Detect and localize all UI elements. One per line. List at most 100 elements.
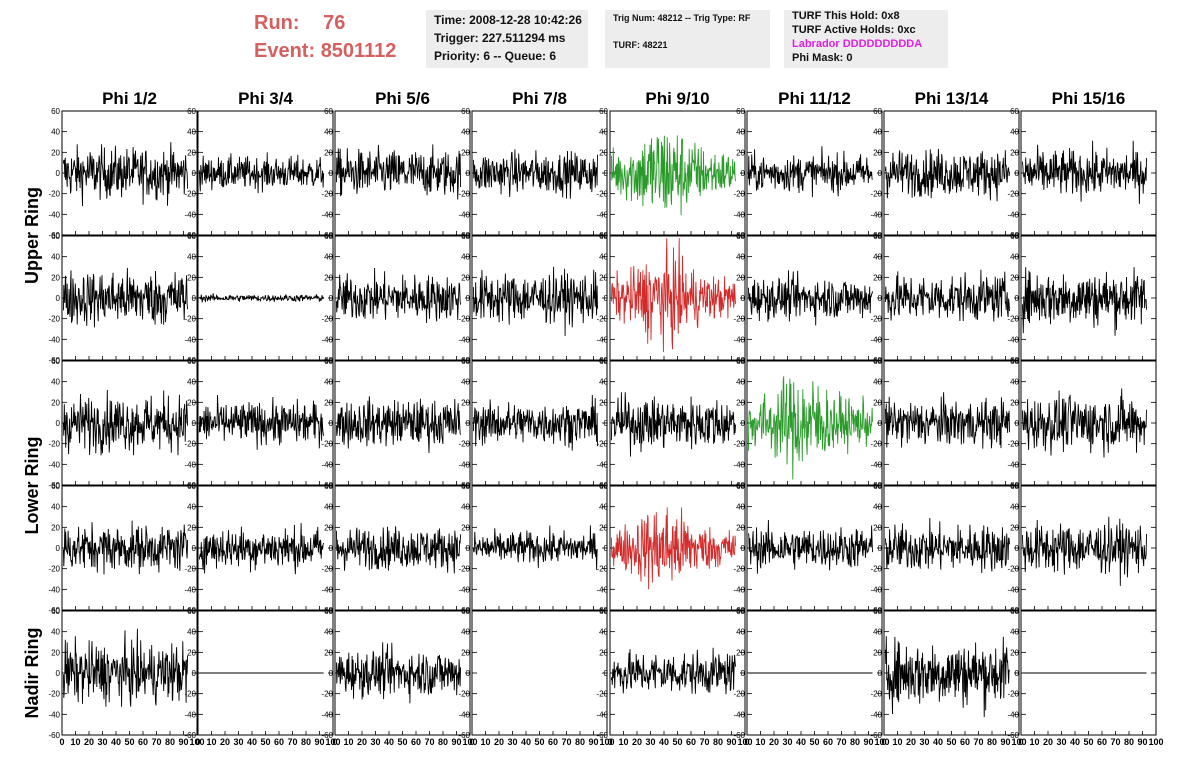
y-tick-label: 20 [1010, 648, 1019, 657]
waveform-trace [1021, 140, 1147, 204]
x-tick-label: 50 [672, 737, 682, 747]
y-tick-label: 20 [461, 648, 470, 657]
y-tick-label: -40 [184, 460, 196, 469]
x-tick-label: 10 [206, 737, 216, 747]
run-value: 76 [323, 12, 346, 34]
x-tick-label: 40 [1070, 737, 1080, 747]
x-tick-label: 50 [397, 737, 407, 747]
y-tick-label: 20 [51, 523, 60, 532]
y-tick-label: -40 [596, 210, 608, 219]
x-tick-label: 90 [588, 737, 598, 747]
y-tick-label: -40 [870, 210, 882, 219]
y-tick-label: -40 [48, 710, 60, 719]
y-tick-label: -40 [184, 710, 196, 719]
y-tick-label: 0 [192, 544, 197, 553]
y-tick-label: 40 [1010, 628, 1019, 637]
y-tick-label: -20 [870, 440, 882, 449]
y-tick-label: 60 [873, 482, 882, 491]
y-tick-label: -40 [733, 210, 745, 219]
y-tick-label: 0 [604, 544, 609, 553]
x-tick-label: 50 [1083, 737, 1093, 747]
y-tick-label: 20 [1010, 398, 1019, 407]
y-tick-label: -20 [733, 565, 745, 574]
column-title: Phi 7/8 [512, 89, 567, 108]
x-tick-label: 60 [823, 737, 833, 747]
y-tick-label: 20 [187, 273, 196, 282]
y-tick-label: 0 [466, 419, 471, 428]
y-tick-label: 0 [329, 294, 334, 303]
waveform-trace [472, 266, 598, 336]
y-tick-label: 40 [187, 378, 196, 387]
y-tick-label: -20 [184, 565, 196, 574]
y-tick-label: 20 [1010, 148, 1019, 157]
y-tick-label: 20 [1010, 523, 1019, 532]
x-tick-label: 40 [796, 737, 806, 747]
y-tick-label: 40 [187, 253, 196, 262]
y-tick-label: -20 [733, 690, 745, 699]
x-tick-label: 90 [1137, 737, 1147, 747]
y-tick-label: 0 [329, 419, 334, 428]
y-tick-label: 40 [324, 253, 333, 262]
y-tick-label: -40 [733, 335, 745, 344]
x-tick-label: 80 [165, 737, 175, 747]
y-tick-label: -60 [321, 731, 333, 740]
x-tick-label: 70 [561, 737, 571, 747]
y-tick-label: 20 [873, 523, 882, 532]
x-tick-label: 100 [737, 737, 752, 747]
y-tick-label: 20 [461, 523, 470, 532]
y-tick-label: 60 [873, 232, 882, 241]
y-tick-label: 0 [741, 544, 746, 553]
y-tick-label: -40 [321, 210, 333, 219]
y-tick-label: 40 [736, 378, 745, 387]
x-tick-label: 70 [287, 737, 297, 747]
y-tick-label: 20 [461, 148, 470, 157]
y-tick-label: 60 [736, 232, 745, 241]
y-tick-label: -60 [48, 231, 60, 240]
y-tick-label: 40 [1010, 378, 1019, 387]
x-tick-label: 40 [384, 737, 394, 747]
y-tick-label: -20 [1007, 190, 1019, 199]
y-tick-label: 40 [51, 128, 60, 137]
x-tick-label: 60 [686, 737, 696, 747]
y-tick-label: 0 [1015, 419, 1020, 428]
y-tick-label: 0 [878, 294, 883, 303]
run-event-box: Run: 76 Event: 8501112 [240, 8, 420, 68]
y-tick-label: -40 [733, 460, 745, 469]
x-tick-label: 60 [411, 737, 421, 747]
y-tick-label: 40 [873, 503, 882, 512]
x-tick-label: 30 [645, 737, 655, 747]
y-tick-label: -20 [321, 315, 333, 324]
x-tick-label: 90 [451, 737, 461, 747]
y-tick-label: 20 [873, 398, 882, 407]
x-tick-label: 0 [195, 737, 200, 747]
x-tick-label: 60 [138, 737, 148, 747]
y-tick-label: 60 [1010, 607, 1019, 616]
y-tick-label: 0 [56, 294, 61, 303]
x-tick-label: 80 [850, 737, 860, 747]
turf-active-line: TURF Active Holds: 0xc [792, 24, 916, 36]
x-tick-label: 100 [189, 737, 204, 747]
y-tick-label: 0 [466, 544, 471, 553]
x-tick-label: 20 [357, 737, 367, 747]
y-tick-label: -60 [1007, 731, 1019, 740]
waveform-trace [884, 392, 1010, 449]
ring-label: Nadir Ring [22, 627, 42, 718]
y-tick-label: 40 [1010, 503, 1019, 512]
x-tick-label: 0 [1018, 737, 1023, 747]
x-tick-label: 80 [987, 737, 997, 747]
y-tick-label: 60 [461, 232, 470, 241]
x-tick-label: 70 [699, 737, 709, 747]
x-tick-label: 80 [575, 737, 585, 747]
x-tick-label: 40 [521, 737, 531, 747]
waveform-trace [747, 376, 873, 480]
y-tick-label: -40 [1007, 710, 1019, 719]
x-tick-label: 100 [325, 737, 340, 747]
waveform-trace [747, 519, 873, 574]
y-tick-label: 20 [736, 273, 745, 282]
y-tick-label: -40 [1007, 210, 1019, 219]
y-tick-label: 60 [1010, 357, 1019, 366]
y-tick-label: 20 [873, 148, 882, 157]
trigger-line: Trigger: 227.511294 ms [434, 31, 566, 45]
y-tick-label: 40 [599, 253, 608, 262]
y-tick-label: -40 [596, 710, 608, 719]
